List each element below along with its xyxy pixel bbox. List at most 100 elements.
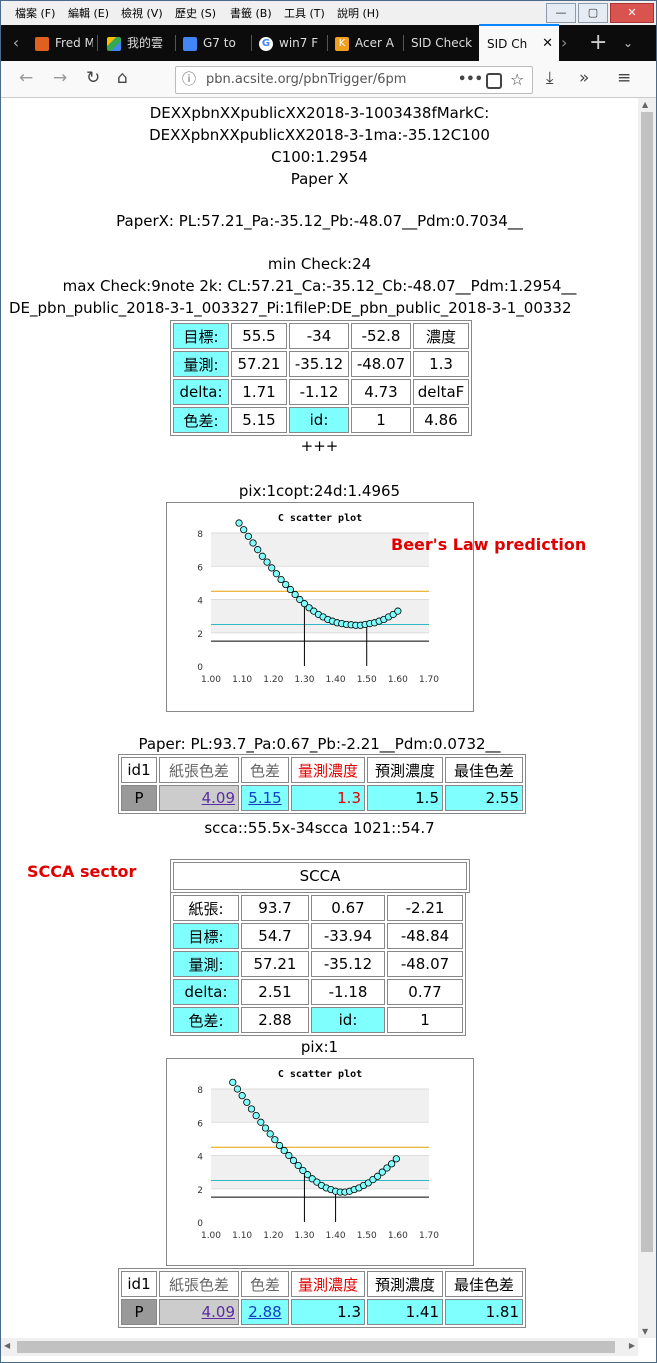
table-cell: -33.94 [311,923,385,949]
menu-view[interactable]: 檢視 (V) [121,7,163,20]
nav-bar: ← → ↻ ⌂ ⓘ pbn.acsite.org/pbnTrigger/6pm … [1,61,656,98]
tab-close-icon[interactable]: ✕ [542,36,553,51]
bookmark-star-icon[interactable]: ☆ [510,70,525,89]
scroll-left-icon[interactable]: ◀ [4,1341,11,1350]
horizontal-scroll-thumb[interactable] [17,1341,615,1353]
tab-list-icon[interactable]: ⌄ [623,36,634,50]
scatter-point [258,552,266,560]
pix-line-2: pix:1 [300,1038,339,1056]
scroll-down-icon[interactable]: ▼ [642,1327,649,1336]
table-cell: delta: [173,979,239,1005]
table-cell: 1.5 [367,785,443,811]
page-actions-icon[interactable]: ••• [458,72,483,87]
scatter-point [271,1136,279,1144]
table-cell: -48.07 [387,951,463,977]
pocket-icon[interactable] [486,73,502,89]
google-icon: G [259,36,273,51]
paper-de-link[interactable]: 4.09 [201,1303,235,1321]
result-table-1: id1 紙張色差 色差 量測濃度 預測濃度 最佳色差 P 4.09 5.15 1… [118,754,526,814]
table-cell: 1.3 [291,1299,365,1325]
scatter-point [285,1151,293,1160]
table-cell: 57.21 [241,951,309,977]
reload-icon[interactable]: ↻ [86,68,101,88]
tab-fred[interactable]: Fred M [35,25,93,61]
x-tick-label: 1.50 [357,1231,377,1241]
table-cell: 2.51 [241,979,309,1005]
table-cell: 濃度 [413,323,469,349]
close-icon[interactable]: ✕ [610,3,654,23]
x-tick-label: 1.60 [388,675,408,685]
table-cell: 55.5 [231,323,287,349]
table-cell: 0.77 [387,979,463,1005]
scatter-point [233,1085,242,1093]
table-cell: P [121,785,157,811]
overflow-icon[interactable]: » [579,68,590,88]
x-tick-label: 1.60 [388,1231,408,1241]
scatter-point [282,580,290,589]
minimize-icon[interactable]: — [546,3,576,23]
hamburger-menu-icon[interactable]: ≡ [617,68,632,88]
table-cell: 目標: [173,323,229,349]
menu-tools[interactable]: 工具 (T) [284,7,325,20]
vertical-scrollbar[interactable]: ▲ ▼ [638,98,656,1338]
scatter-point [243,1098,251,1106]
tab-scroll-right-icon[interactable]: › [561,33,568,52]
scatter-point [289,1156,298,1165]
scatter-point [388,1160,396,1168]
maximize-icon[interactable]: ▢ [578,3,608,23]
table-cell: 1.81 [445,1299,523,1325]
scroll-up-icon[interactable]: ▲ [642,100,649,109]
menu-bookmarks[interactable]: 書籤 (B) [230,7,272,20]
tab-sid-check[interactable]: SID Check [411,36,473,50]
tab-sid-ch-active[interactable]: SID Ch ✕ [479,24,559,62]
table-row: 紙張: 93.7 0.67 -2.21 [173,895,463,921]
de-link[interactable]: 2.88 [248,1303,282,1321]
scatter-point [254,546,262,554]
table-cell: 1.3 [413,351,469,377]
url-bar[interactable]: ⓘ pbn.acsite.org/pbnTrigger/6pm ••• ☆ [175,66,533,94]
scatter-plot-2-svg: C scatter plot 0 2 4 6 8 1.00 1.10 1.20 1.30 1.40 1… [197,1069,439,1241]
menu-file[interactable]: 檔案 (F) [15,7,56,20]
scatter-point [235,519,243,527]
table-row: 色差: 5.15 id: 1 4.86 [173,407,469,433]
y-tick-label: 8 [197,1086,203,1096]
info-icon[interactable]: ⓘ [182,72,196,88]
chart-title: C scatter plot [278,1069,362,1080]
back-icon[interactable]: ← [19,68,34,88]
new-tab-icon[interactable]: + [589,30,607,55]
x-tick-label: 1.30 [294,675,314,685]
table-cell: 量測濃度 [291,1271,365,1297]
scatter-point [249,539,257,547]
forward-icon[interactable]: → [53,68,68,88]
table-cell: 2.88 [241,1299,289,1325]
menu-edit[interactable]: 編輯 (E) [68,7,110,20]
x-tick-label: 1.20 [263,1231,283,1241]
tab-acer[interactable]: K Acer A [335,25,397,61]
scroll-right-icon[interactable]: ▶ [628,1341,635,1350]
table-cell: 色差: [173,407,229,433]
menu-help[interactable]: 說明 (H) [337,7,380,20]
scatter-point [257,1118,265,1126]
scatter-point [300,600,309,608]
horizontal-scrollbar[interactable]: ◀ ▶ [1,1338,638,1356]
paper-de-link[interactable]: 4.09 [201,789,235,807]
home-icon[interactable]: ⌂ [117,68,128,88]
table-cell: -48.84 [387,923,463,949]
table-cell: 最佳色差 [445,1271,523,1297]
table-cell: 1.3 [291,785,365,811]
download-icon[interactable]: ⤓ [546,68,554,88]
tab-g7[interactable]: G7 to [183,25,245,61]
table-cell: -48.07 [351,351,411,377]
menu-history[interactable]: 歷史 (S) [175,7,217,20]
y-tick-label: 4 [197,1153,203,1163]
de-link[interactable]: 5.15 [248,789,282,807]
scatter-point [296,595,304,604]
vertical-scroll-thumb[interactable] [641,112,653,1252]
file-line: DE_pbn_public_2018-3-1_003327_Pi:1fileP:… [9,299,572,317]
tab-drive[interactable]: 我的雲 [107,25,169,61]
scatter-point [275,1141,284,1150]
tab-scroll-left-icon[interactable]: ‹ [12,33,20,52]
scatter-point [280,1146,288,1155]
